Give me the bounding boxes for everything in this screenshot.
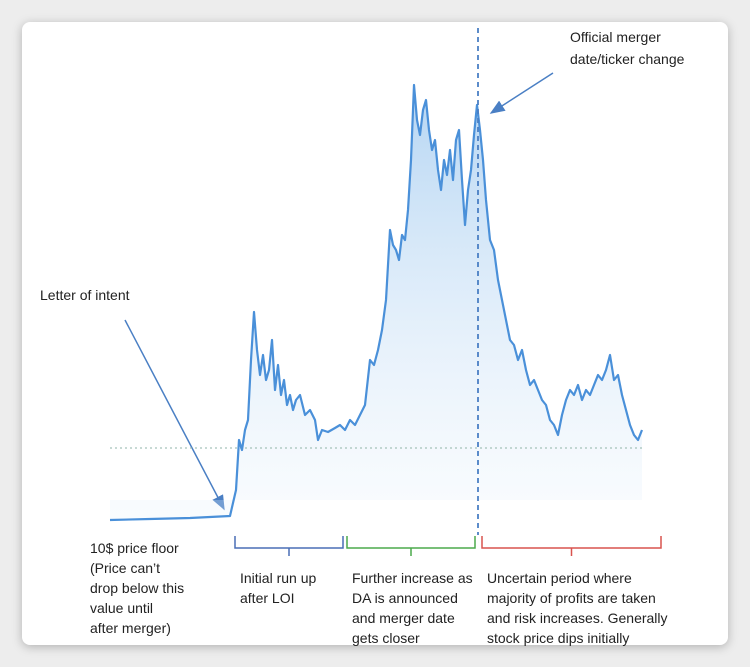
annotation: Letter of intent <box>40 287 130 303</box>
annotation: after merger) <box>90 620 171 636</box>
phase-bracket <box>346 536 476 556</box>
area <box>110 85 642 520</box>
price-line <box>109 83 644 522</box>
annotation-arrow <box>489 72 554 114</box>
annotation: value until <box>90 600 153 616</box>
phase-label: Further increase as <box>352 570 473 586</box>
phase-bracket <box>481 536 662 556</box>
annotation: Official merger <box>570 29 661 45</box>
phase-label: and merger date <box>352 610 455 626</box>
phase-bracket <box>234 536 344 556</box>
phase-label: majority of profits are taken <box>487 590 656 606</box>
card <box>22 22 728 645</box>
annotation: (Price can’t <box>90 560 160 576</box>
phase-label: after LOI <box>240 590 294 606</box>
phase-label: and risk increases. Generally <box>487 610 668 626</box>
annotation: drop below this <box>90 580 184 596</box>
annotation: date/ticker change <box>570 51 685 67</box>
phase-label: gets closer <box>352 630 420 646</box>
phase-label: Uncertain period where <box>487 570 632 586</box>
phase-label: DA is announced <box>352 590 458 606</box>
annotation: 10$ price floor <box>90 540 179 556</box>
phase-label: Initial run up <box>240 570 316 586</box>
annotation-arrow <box>124 319 225 511</box>
phase-label: stock price dips initially <box>487 630 629 646</box>
